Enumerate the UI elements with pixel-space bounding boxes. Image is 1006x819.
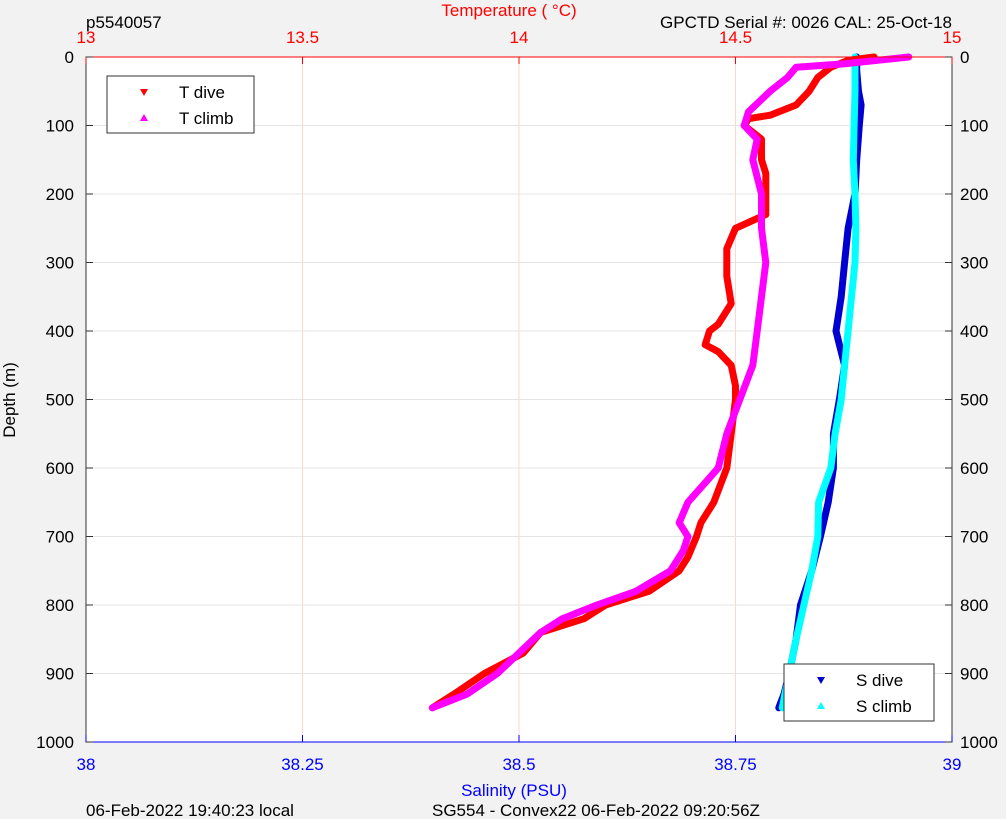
depth-axis-title: Depth (m): [0, 362, 19, 438]
salinity-tick-label: 38.75: [714, 755, 757, 774]
depth-tick-label-left: 400: [46, 322, 74, 341]
legend-label-t-climb: T climb: [179, 109, 233, 128]
legend-label-s-climb: S climb: [856, 697, 912, 716]
temperature-axis-title: Temperature ( °C): [441, 1, 576, 20]
temperature-tick-label: 13: [77, 28, 96, 47]
salinity-axis-title: Salinity (PSU): [461, 781, 567, 800]
depth-tick-label-right: 200: [960, 185, 988, 204]
depth-tick-label-right: 1000: [960, 733, 998, 752]
depth-tick-label-right: 300: [960, 254, 988, 273]
depth-tick-label-right: 500: [960, 391, 988, 410]
legends: T dive T climb S dive S climb: [106, 75, 935, 722]
legend-label-s-dive: S dive: [856, 671, 903, 690]
legend-box: [106, 75, 255, 134]
depth-tick-label-right: 100: [960, 117, 988, 136]
depth-tick-label-right: 700: [960, 528, 988, 547]
series-line-t-climb: [428, 53, 913, 712]
grid-lines: [86, 57, 952, 742]
depth-tick-label-left: 0: [65, 48, 74, 67]
series-layer: [428, 53, 913, 712]
temperature-tick-label: 14: [510, 28, 529, 47]
temperature-tick-label: 15: [943, 28, 962, 47]
mission-footer: SG554 - Convex22 06-Feb-2022 09:20:56Z: [432, 801, 760, 819]
depth-tick-label-left: 200: [46, 185, 74, 204]
temperature-tick-label: 13.5: [286, 28, 319, 47]
legend-bottom-right: S dive S climb: [783, 663, 935, 722]
depth-tick-label-left: 900: [46, 665, 74, 684]
local-time-footer: 06-Feb-2022 19:40:23 local: [86, 801, 294, 819]
profile-id: p5540057: [86, 13, 162, 32]
depth-tick-label-left: 300: [46, 254, 74, 273]
depth-tick-label-left: 500: [46, 391, 74, 410]
depth-tick-label-left: 800: [46, 596, 74, 615]
legend-marker-s-dive: [817, 677, 825, 684]
depth-tick-label-left: 1000: [36, 733, 74, 752]
depth-tick-label-right: 800: [960, 596, 988, 615]
legend-top-left: T dive T climb: [106, 75, 255, 134]
salinity-tick-label: 38.25: [281, 755, 324, 774]
legend-marker-t-climb: [140, 114, 148, 121]
depth-tick-label-left: 100: [46, 117, 74, 136]
depth-tick-label-left: 600: [46, 459, 74, 478]
depth-tick-label-right: 900: [960, 665, 988, 684]
temperature-tick-label: 14.5: [719, 28, 752, 47]
series-line-s-climb: [778, 53, 860, 712]
depth-tick-label-left: 700: [46, 528, 74, 547]
depth-tick-label-right: 400: [960, 322, 988, 341]
depth-tick-label-right: 600: [960, 459, 988, 478]
salinity-tick-label: 39: [943, 755, 962, 774]
legend-box: [783, 663, 935, 722]
serial-cal-label: GPCTD Serial #: 0026 CAL: 25-Oct-18: [660, 13, 952, 32]
salinity-tick-label: 38.5: [502, 755, 535, 774]
legend-marker-s-climb: [817, 702, 825, 709]
series-line-t-dive: [428, 53, 878, 712]
legend-label-t-dive: T dive: [179, 83, 225, 102]
salinity-tick-label: 38: [77, 755, 96, 774]
legend-marker-t-dive: [140, 89, 148, 96]
depth-tick-label-right: 0: [960, 48, 969, 67]
axis-ticks: 0 0 100 100 200 200 300 300 400 400 500 500 600 600 70…: [36, 28, 998, 774]
